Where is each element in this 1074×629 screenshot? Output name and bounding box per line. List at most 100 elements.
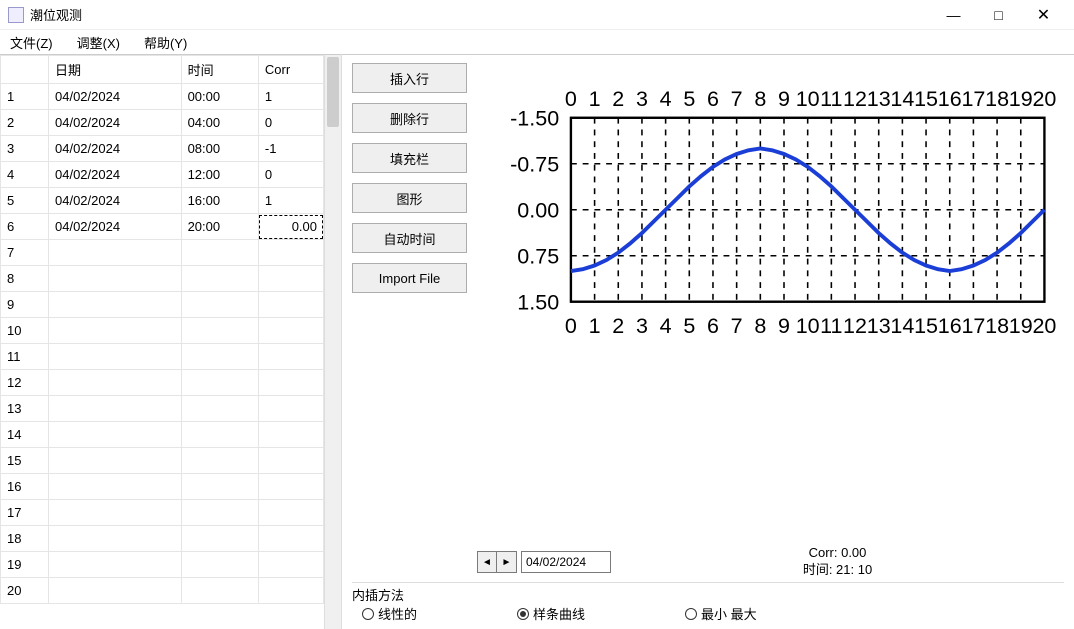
date-prev-button[interactable]: ◄ [477, 551, 497, 573]
cell-date[interactable] [49, 396, 182, 422]
date-display[interactable]: 04/02/2024 [521, 551, 611, 573]
table-row[interactable]: 12 [1, 370, 324, 396]
table-row[interactable]: 404/02/202412:000 [1, 162, 324, 188]
menu-help[interactable]: 帮助(Y) [140, 31, 191, 54]
cell-date[interactable] [49, 552, 182, 578]
radio-spline[interactable]: 样条曲线 [517, 604, 585, 623]
table-row[interactable]: 16 [1, 474, 324, 500]
table-row[interactable]: 204/02/202404:000 [1, 110, 324, 136]
cell-corr[interactable]: 1 [258, 188, 323, 214]
table-row[interactable]: 604/02/202420:000.00 [1, 214, 324, 240]
cell-time[interactable]: 08:00 [181, 136, 258, 162]
cell-corr[interactable] [258, 396, 323, 422]
cell-date[interactable]: 04/02/2024 [49, 188, 182, 214]
cell-time[interactable]: 04:00 [181, 110, 258, 136]
insert-row-button[interactable]: 插入行 [352, 63, 467, 93]
fill-column-button[interactable]: 填充栏 [352, 143, 467, 173]
radio-minmax[interactable]: 最小 最大 [685, 604, 757, 623]
cell-corr[interactable]: -1 [258, 136, 323, 162]
table-row[interactable]: 10 [1, 318, 324, 344]
delete-row-button[interactable]: 删除行 [352, 103, 467, 133]
cell-date[interactable] [49, 500, 182, 526]
cell-time[interactable] [181, 370, 258, 396]
cell-corr[interactable] [258, 318, 323, 344]
scrollbar-thumb[interactable] [327, 57, 339, 127]
cell-date[interactable] [49, 474, 182, 500]
auto-time-button[interactable]: 自动时间 [352, 223, 467, 253]
menu-file[interactable]: 文件(Z) [6, 31, 57, 54]
cell-time[interactable]: 16:00 [181, 188, 258, 214]
cell-time[interactable] [181, 526, 258, 552]
cell-time[interactable] [181, 500, 258, 526]
cell-time[interactable] [181, 474, 258, 500]
cell-date[interactable]: 04/02/2024 [49, 84, 182, 110]
import-file-button[interactable]: Import File [352, 263, 467, 293]
cell-corr[interactable] [258, 344, 323, 370]
cell-time[interactable]: 00:00 [181, 84, 258, 110]
cell-corr[interactable] [258, 578, 323, 604]
cell-date[interactable] [49, 266, 182, 292]
cell-date[interactable]: 04/02/2024 [49, 214, 182, 240]
cell-corr[interactable] [258, 526, 323, 552]
graph-button[interactable]: 图形 [352, 183, 467, 213]
table-row[interactable]: 504/02/202416:001 [1, 188, 324, 214]
table-row[interactable]: 7 [1, 240, 324, 266]
minimize-button[interactable]: — [931, 1, 976, 29]
cell-date[interactable] [49, 240, 182, 266]
cell-corr[interactable]: 1 [258, 84, 323, 110]
cell-date[interactable] [49, 370, 182, 396]
cell-date[interactable]: 04/02/2024 [49, 136, 182, 162]
cell-date[interactable]: 04/02/2024 [49, 110, 182, 136]
table-row[interactable]: 8 [1, 266, 324, 292]
cell-time[interactable] [181, 422, 258, 448]
col-corr[interactable]: Corr [258, 56, 323, 84]
data-table[interactable]: 日期 时间 Corr 104/02/202400:001204/02/20240… [0, 55, 324, 604]
table-row[interactable]: 11 [1, 344, 324, 370]
table-row[interactable]: 15 [1, 448, 324, 474]
cell-date[interactable] [49, 422, 182, 448]
table-row[interactable]: 14 [1, 422, 324, 448]
cell-corr[interactable] [258, 370, 323, 396]
cell-corr[interactable] [258, 552, 323, 578]
cell-date[interactable] [49, 526, 182, 552]
cell-corr[interactable]: 0 [258, 162, 323, 188]
col-date[interactable]: 日期 [49, 56, 182, 84]
cell-date[interactable] [49, 578, 182, 604]
cell-corr[interactable] [258, 292, 323, 318]
cell-time[interactable] [181, 552, 258, 578]
cell-date[interactable] [49, 318, 182, 344]
cell-time[interactable] [181, 240, 258, 266]
col-time[interactable]: 时间 [181, 56, 258, 84]
cell-time[interactable] [181, 266, 258, 292]
table-row[interactable]: 20 [1, 578, 324, 604]
cell-time[interactable]: 20:00 [181, 214, 258, 240]
cell-time[interactable] [181, 448, 258, 474]
cell-date[interactable] [49, 448, 182, 474]
cell-corr[interactable]: 0 [258, 110, 323, 136]
close-button[interactable]: ✕ [1021, 1, 1066, 29]
cell-corr[interactable] [258, 240, 323, 266]
table-row[interactable]: 104/02/202400:001 [1, 84, 324, 110]
table-row[interactable]: 304/02/202408:00-1 [1, 136, 324, 162]
table-row[interactable]: 19 [1, 552, 324, 578]
cell-corr[interactable] [258, 448, 323, 474]
menu-adjust[interactable]: 调整(X) [73, 31, 124, 54]
cell-time[interactable] [181, 344, 258, 370]
maximize-button[interactable]: □ [976, 1, 1021, 29]
table-row[interactable]: 9 [1, 292, 324, 318]
cell-time[interactable] [181, 318, 258, 344]
cell-date[interactable] [49, 344, 182, 370]
table-row[interactable]: 18 [1, 526, 324, 552]
cell-corr[interactable] [258, 474, 323, 500]
cell-time[interactable] [181, 578, 258, 604]
cell-corr[interactable] [258, 266, 323, 292]
radio-linear[interactable]: 线性的 [362, 604, 417, 623]
table-row[interactable]: 13 [1, 396, 324, 422]
table-scrollbar[interactable] [324, 54, 341, 629]
cell-time[interactable] [181, 396, 258, 422]
cell-date[interactable] [49, 292, 182, 318]
cell-corr[interactable] [258, 422, 323, 448]
cell-date[interactable]: 04/02/2024 [49, 162, 182, 188]
date-next-button[interactable]: ► [497, 551, 517, 573]
cell-corr[interactable] [258, 500, 323, 526]
